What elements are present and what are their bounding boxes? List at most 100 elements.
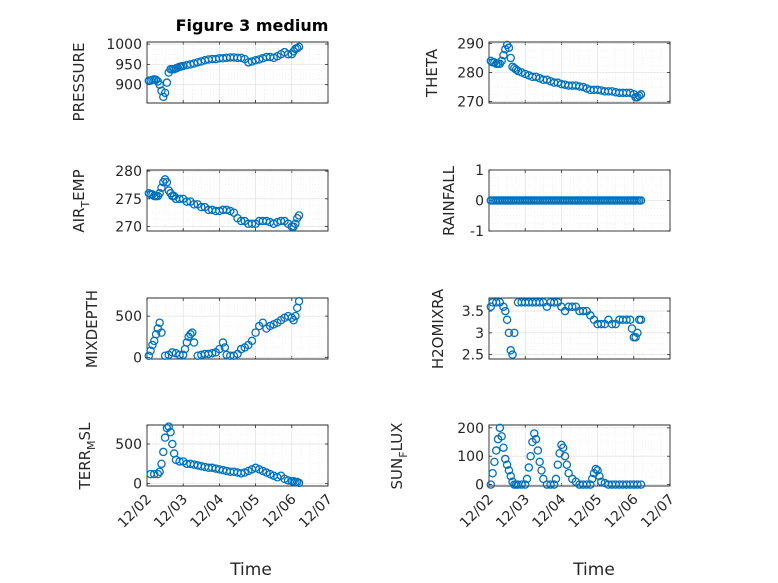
h2omixra-data-point <box>535 298 544 307</box>
terr-msl-data-point <box>149 469 159 479</box>
theta-data-point <box>506 53 515 63</box>
sun-flux-x-tick-label: 12/07 <box>638 492 678 532</box>
sun-flux-data-point <box>488 468 497 478</box>
mixdepth-data-point <box>175 350 184 360</box>
terr-msl-x-tick-label: 12/05 <box>224 492 264 532</box>
mixdepth-y-tick-label: 0 <box>133 350 142 366</box>
sun-flux-data-point <box>593 466 602 475</box>
mixdepth-panel: MIXDEPTH 0 500 <box>83 290 329 368</box>
theta-data-point <box>499 50 508 60</box>
theta-panel: THETA 270 280 290 <box>423 36 671 111</box>
mixdepth-data-point <box>189 338 199 347</box>
terr-msl-data-point <box>175 457 184 466</box>
sun-flux-data-point <box>535 457 544 467</box>
sun-flux-data-point <box>504 466 514 475</box>
sun-flux-data-point <box>582 480 591 489</box>
theta-data-point <box>636 90 646 99</box>
sun-flux-data-point <box>502 460 512 469</box>
air-temp-y-tick-label: 280 <box>115 164 142 180</box>
sun-flux-x-tick-label: 12/02 <box>457 492 497 532</box>
mixdepth-data-point <box>148 340 157 350</box>
theta-data-point <box>634 91 644 100</box>
terr-msl-x-tick-label: 12/04 <box>187 491 227 531</box>
sun-flux-x-tick-label: 12/05 <box>566 492 606 532</box>
rainfall-y-tick-label: 0 <box>475 194 484 210</box>
terr-msl-y-tick-label: 500 <box>115 437 142 453</box>
mixdepth-data-point <box>251 328 260 337</box>
sun-flux-data-point <box>499 443 508 452</box>
terr-msl-series <box>146 422 304 488</box>
pressure-data-point <box>159 92 168 102</box>
sun-flux-x-tick-label: 12/06 <box>602 491 642 531</box>
terr-msl-data-point <box>160 433 170 442</box>
terr-msl-ylabel: TERRMSL <box>76 422 98 491</box>
sun-flux-data-point <box>549 480 559 489</box>
sun-flux-panel: SUNFLUX Time 0 100 200 12/0212/0312/0412/05… <box>388 421 678 580</box>
terr-msl-data-point <box>236 469 246 478</box>
terr-msl-x-tick-label: 12/03 <box>151 492 191 532</box>
sun-flux-data-point <box>551 474 561 484</box>
mixdepth-data-point <box>155 318 164 327</box>
h2omixra-data-point <box>627 324 637 333</box>
rainfall-y-tick-label: -1 <box>470 224 484 240</box>
terr-msl-data-point <box>168 439 177 449</box>
sun-flux-data-point <box>533 446 543 455</box>
sun-flux-data-point <box>562 460 572 469</box>
sun-flux-data-point <box>497 432 506 441</box>
h2omixra-data-point <box>607 319 617 329</box>
sun-flux-y-tick-label: 200 <box>457 421 484 437</box>
air-temp-data-point <box>294 211 304 220</box>
mixdepth-data-point <box>144 351 154 360</box>
air-temp-ylabel: AIRTEMP <box>70 169 92 232</box>
terr-msl-data-point <box>166 427 175 437</box>
sun-flux-data-point <box>531 434 541 444</box>
air-temp-data-point <box>189 200 199 209</box>
sun-flux-data-point <box>517 480 526 489</box>
pressure-data-point <box>292 43 302 53</box>
mixdepth-axes-box <box>146 297 329 360</box>
h2omixra-series <box>486 298 646 359</box>
air-temp-data-point <box>247 219 257 229</box>
h2omixra-panel: H2OMIXRA 2.5 3 3.5 <box>429 288 671 369</box>
sun-flux-data-point <box>524 463 534 472</box>
terr-msl-data-point <box>164 422 173 431</box>
air-temp-data-point <box>276 216 286 226</box>
air-temp-y-tick-label: 275 <box>115 192 142 208</box>
sun-flux-data-point <box>595 471 604 481</box>
time-xlabel-right: Time <box>572 560 615 580</box>
mixdepth-data-point <box>178 350 188 360</box>
h2omixra-data-point <box>622 315 631 325</box>
air-temp-data-point <box>222 205 231 215</box>
h2omixra-data-point <box>491 298 501 307</box>
sun-flux-series <box>486 423 646 489</box>
terr-msl-x-tick-label: 12/07 <box>296 492 336 532</box>
sun-flux-data-point <box>520 480 530 489</box>
mixdepth-data-point <box>291 311 300 321</box>
sun-flux-data-point <box>560 451 570 461</box>
terr-msl-data-point <box>153 469 163 479</box>
h2omixra-y-tick-label: 3.5 <box>462 304 484 320</box>
sun-flux-data-point <box>522 474 532 484</box>
mixdepth-data-point <box>218 338 228 347</box>
air-temp-data-point <box>175 194 184 204</box>
pressure-y-tick-label: 950 <box>115 57 142 73</box>
h2omixra-data-point <box>508 350 517 359</box>
air-temp-data-point <box>236 216 246 226</box>
pressure-ylabel: PRESSURE <box>70 43 88 122</box>
air-temp-y-tick-label: 270 <box>115 220 142 236</box>
pressure-panel: PRESSURE 900 950 1000 <box>70 37 329 122</box>
time-xlabel-left: Time <box>229 560 272 580</box>
h2omixra-data-point <box>504 328 514 338</box>
theta-y-tick-label: 290 <box>457 36 484 52</box>
h2omixra-data-point <box>506 346 515 355</box>
mixdepth-series <box>144 297 304 360</box>
h2omixra-data-point <box>633 328 642 338</box>
sun-flux-data-point <box>501 454 510 464</box>
h2omixra-y-tick-label: 2.5 <box>462 348 484 364</box>
mixdepth-data-point <box>187 328 197 337</box>
sun-flux-data-point <box>546 480 555 489</box>
h2omixra-data-point <box>568 302 577 311</box>
figure-title: Figure 3 medium <box>176 16 329 35</box>
air-temp-data-point <box>197 202 206 212</box>
h2omixra-data-point <box>510 328 519 338</box>
